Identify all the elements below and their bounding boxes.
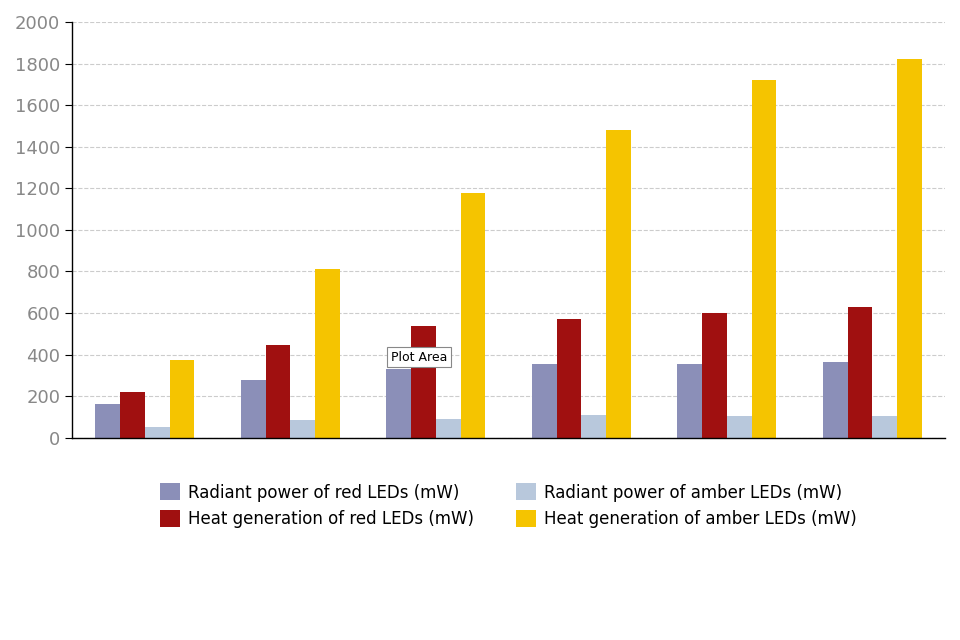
Bar xyxy=(582,415,606,438)
Bar xyxy=(678,364,702,438)
Bar xyxy=(823,362,848,438)
Bar xyxy=(848,307,873,438)
Bar xyxy=(315,269,340,438)
Bar xyxy=(411,326,436,438)
Legend: Radiant power of red LEDs (mW), Heat generation of red LEDs (mW), Radiant power : Radiant power of red LEDs (mW), Heat gen… xyxy=(152,475,866,536)
Bar xyxy=(702,313,727,438)
Bar xyxy=(461,193,486,438)
Bar xyxy=(897,60,922,438)
Bar xyxy=(95,404,120,438)
Bar xyxy=(606,130,631,438)
Bar xyxy=(873,416,897,438)
Bar xyxy=(241,381,266,438)
Bar xyxy=(557,319,582,438)
Text: Plot Area: Plot Area xyxy=(391,351,447,364)
Bar xyxy=(120,392,145,438)
Bar xyxy=(727,416,752,438)
Bar xyxy=(266,345,290,438)
Bar xyxy=(532,364,557,438)
Bar xyxy=(386,369,411,438)
Bar xyxy=(436,419,461,438)
Bar xyxy=(170,360,194,438)
Bar xyxy=(145,428,170,438)
Bar xyxy=(752,80,777,438)
Bar xyxy=(290,420,315,438)
